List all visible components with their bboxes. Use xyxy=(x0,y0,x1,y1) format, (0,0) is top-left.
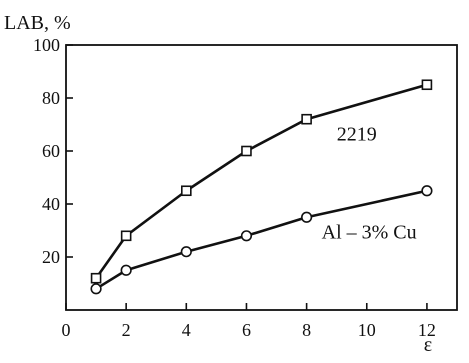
circle-marker xyxy=(180,246,192,258)
y-tick-label: 100 xyxy=(33,35,60,55)
square-marker xyxy=(120,230,132,242)
x-tick-label: 0 xyxy=(62,320,71,340)
series-annotation: 2219 xyxy=(337,123,377,145)
x-tick-label: 4 xyxy=(182,320,191,340)
y-tick-label: 80 xyxy=(42,88,60,108)
series-line xyxy=(95,83,428,279)
series-annotation: Al – 3% Cu xyxy=(322,221,417,243)
series-0 xyxy=(90,79,433,284)
square-marker xyxy=(241,145,252,157)
circle-marker xyxy=(301,211,313,223)
y-tick-label: 60 xyxy=(42,141,60,161)
series-1 xyxy=(90,185,433,295)
x-tick-label: 12 xyxy=(418,320,436,340)
x-tick-label: 6 xyxy=(242,320,251,340)
square-marker xyxy=(181,185,192,197)
circle-marker xyxy=(240,230,253,242)
plot-frame xyxy=(65,44,458,311)
x-tick-label: 8 xyxy=(302,320,311,340)
square-marker xyxy=(301,113,312,125)
circle-marker xyxy=(120,264,132,276)
square-marker xyxy=(90,272,102,284)
x-tick-label: 10 xyxy=(358,320,376,340)
x-tick-label: 2 xyxy=(122,320,131,340)
square-marker xyxy=(421,79,433,91)
circle-marker xyxy=(90,283,102,295)
circle-marker xyxy=(421,185,433,197)
y-axis-label: LAB, % xyxy=(4,12,71,34)
x-axis-label: ε xyxy=(424,334,432,356)
y-tick-label: 20 xyxy=(42,247,60,267)
y-tick-label: 40 xyxy=(42,194,60,214)
series-line xyxy=(95,189,428,290)
